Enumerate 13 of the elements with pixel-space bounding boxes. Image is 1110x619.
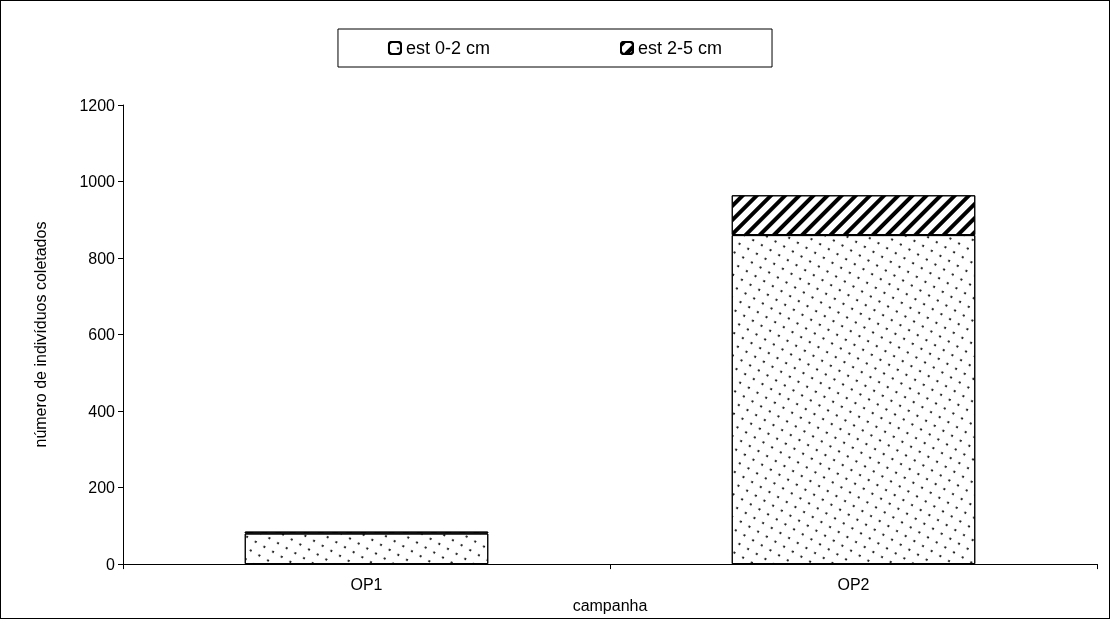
legend-label: est 2-5 cm bbox=[638, 38, 723, 58]
y-tick-label: 600 bbox=[88, 326, 116, 344]
x-tick-label: OP1 bbox=[350, 575, 383, 593]
legend-label: est 0-2 cm bbox=[405, 38, 491, 58]
y-tick-label: 1200 bbox=[79, 96, 116, 114]
y-tick-label: 400 bbox=[88, 402, 116, 420]
y-tick-label: 200 bbox=[88, 479, 116, 497]
x-tick-label: OP2 bbox=[837, 575, 870, 593]
y-axis-title: número de indivíduos coletados bbox=[31, 221, 49, 448]
y-tick-label: 1000 bbox=[79, 173, 116, 191]
x-axis-title: campanha bbox=[572, 596, 648, 614]
y-tick-label: 0 bbox=[106, 555, 116, 573]
y-tick-label: 800 bbox=[88, 249, 116, 267]
